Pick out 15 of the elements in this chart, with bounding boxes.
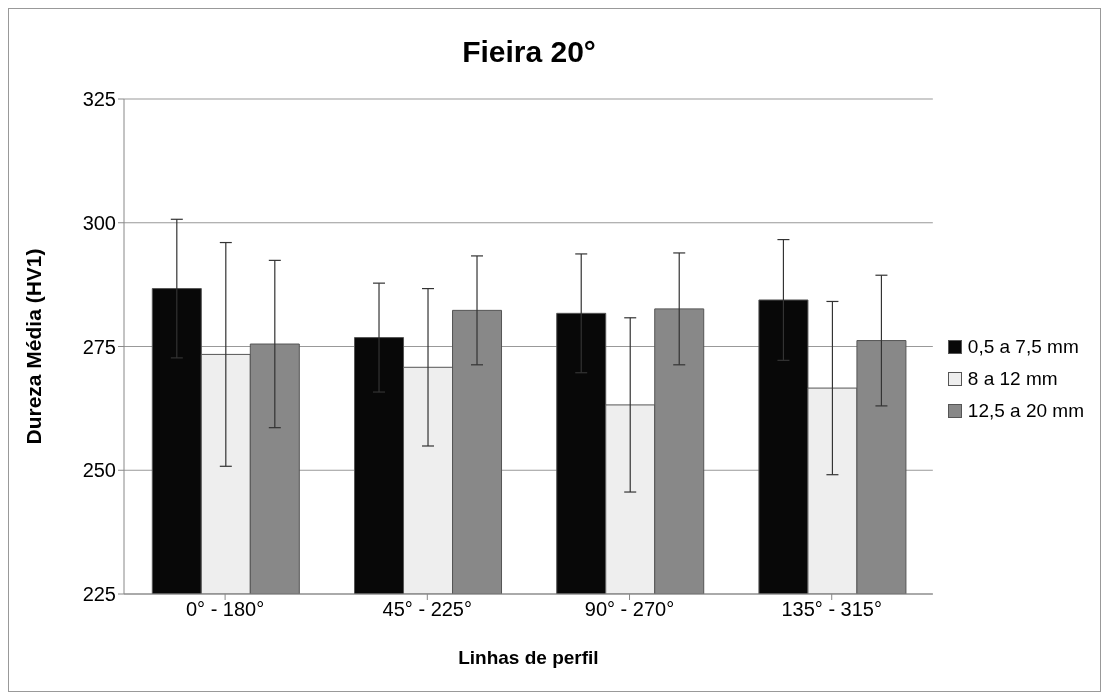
legend-label: 8 a 12 mm: [967, 367, 1058, 391]
y-tick-label: 275: [82, 335, 116, 358]
y-axis-title: Dureza Média (HV1): [22, 248, 46, 445]
y-tick-label: 225: [82, 583, 116, 606]
x-axis-title: Linhas de perfil: [458, 647, 599, 668]
chart-title: Fieira 20°: [461, 35, 597, 69]
x-tick-label: 135° - 315°: [781, 598, 882, 621]
legend-label: 0,5 a 7,5 mm: [967, 335, 1079, 359]
x-tick-label: 45° - 225°: [382, 598, 473, 621]
y-tick-label: 325: [82, 88, 116, 111]
x-tick-label: 90° - 270°: [584, 598, 675, 621]
x-tick-label: 0° - 180°: [185, 598, 265, 621]
y-tick-label: 300: [82, 211, 116, 234]
y-tick-label: 250: [82, 459, 116, 482]
legend-label: 12,5 a 20 mm: [967, 399, 1084, 423]
